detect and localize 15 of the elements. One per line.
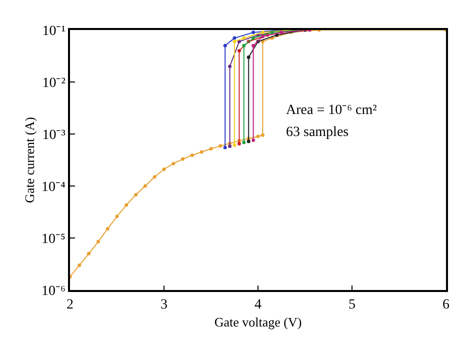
x-tick-label: 3 bbox=[160, 298, 168, 313]
y-tick-label: 10⁻⁶ bbox=[42, 284, 66, 299]
x-tick-label: 2 bbox=[66, 298, 74, 313]
y-tick-label: 10⁻¹ bbox=[42, 24, 66, 39]
annotation: 63 samples bbox=[286, 125, 349, 140]
y-tick-label: 10⁻⁴ bbox=[42, 180, 66, 195]
y-tick-label: 10⁻² bbox=[42, 76, 66, 91]
x-tick-label: 5 bbox=[348, 298, 356, 313]
y-axis-title: Gate current (A) bbox=[22, 117, 38, 203]
x-tick-label: 6 bbox=[442, 298, 450, 313]
x-axis-title: Gate voltage (V) bbox=[214, 314, 302, 330]
y-tick-label: 10⁻³ bbox=[42, 128, 66, 143]
annotation: Area = 10⁻⁶ cm² bbox=[286, 103, 377, 118]
x-tick-label: 4 bbox=[254, 298, 262, 313]
y-tick-label: 10⁻⁵ bbox=[42, 232, 66, 247]
